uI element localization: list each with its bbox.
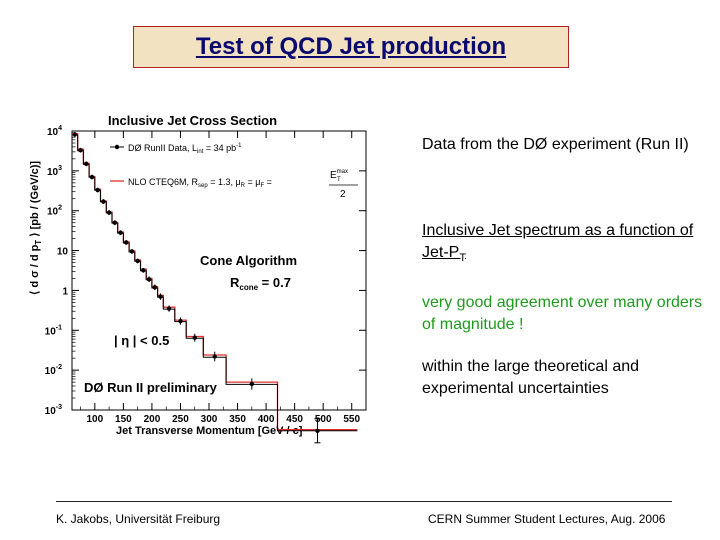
x-tick-label: 450 <box>286 414 303 425</box>
data-point <box>158 294 163 299</box>
x-tick-label: 150 <box>115 414 132 425</box>
y-tick-label: 10-3 <box>45 404 62 417</box>
legend-theory-label: NLO CTEQ6M, Rsep = 1.3, μR = μF = <box>128 177 272 189</box>
y-tick-label: 102 <box>47 205 62 218</box>
bullet-jet-spectrum-text: Inclusive Jet spectrum as a function of … <box>422 222 694 261</box>
data-point <box>118 230 123 235</box>
x-tick-label: 400 <box>258 414 275 425</box>
data-point <box>249 381 255 387</box>
x-tick-label: 250 <box>172 414 189 425</box>
data-point <box>78 147 83 153</box>
rcone-label: Rcone = 0.7 <box>230 275 291 292</box>
x-tick-label: 200 <box>144 414 161 425</box>
data-point <box>89 174 95 180</box>
x-tick-label: 350 <box>229 414 246 425</box>
legend-data-swatch-dot <box>114 144 120 150</box>
data-point <box>129 249 135 254</box>
y-tick-label: 104 <box>47 125 62 138</box>
footer-divider <box>56 501 672 502</box>
bullet-jet-spectrum-sub: T <box>459 252 467 265</box>
y-tick-label: 10-2 <box>45 364 62 377</box>
x-tick-label: 500 <box>315 414 332 425</box>
x-tick-label: 100 <box>86 414 103 425</box>
y-tick-label: 10-1 <box>45 324 62 337</box>
legend-fraction-denominator: 2 <box>340 189 346 200</box>
bullet-data-source: Data from the DØ experiment (Run II) <box>422 136 689 153</box>
chart-panel: 104 103 102 10 1 10-1 10-2 10-3 100 150 200 250 300 3… <box>24 105 388 450</box>
legend-data-label: DØ RunII Data, Lint = 34 pb-1 <box>128 143 242 155</box>
data-point <box>101 199 106 204</box>
preliminary-label: DØ Run II preliminary <box>84 380 218 395</box>
data-point <box>72 132 78 137</box>
data-point <box>315 428 320 434</box>
data-point <box>166 306 172 311</box>
y-tick-label: 103 <box>47 165 62 178</box>
data-point <box>95 187 100 193</box>
plot-area-frame <box>71 130 367 411</box>
data-point <box>84 161 89 167</box>
data-point <box>178 318 183 324</box>
legend-fraction-numerator-sub: T <box>337 177 341 183</box>
eta-cut-label: | η | < 0.5 <box>114 333 169 348</box>
x-tick-label: 550 <box>343 414 360 425</box>
chart-title: Inclusive Jet Cross Section <box>108 113 277 128</box>
data-point <box>124 240 129 245</box>
y-tick-label: 1 <box>62 286 68 297</box>
data-point <box>106 210 112 215</box>
data-step-line <box>72 134 358 432</box>
data-point <box>135 258 140 264</box>
data-point <box>212 354 217 359</box>
data-point <box>192 335 197 340</box>
slide-title: Test of QCD Jet production <box>195 33 507 60</box>
chart-ylabel: ⟨ d σ / d pT ⟩ [pb / (GeV/c)] <box>29 161 43 295</box>
data-point <box>112 220 118 225</box>
cone-algorithm-label: Cone Algorithm <box>200 253 297 268</box>
data-point <box>152 285 157 290</box>
data-point <box>141 268 146 273</box>
slide-title-box: Test of QCD Jet production <box>133 26 569 68</box>
bullet-uncertainties: within the large theoretical and experim… <box>422 358 640 397</box>
legend-fraction-numerator: Emax <box>330 169 348 181</box>
y-tick-label: 10 <box>57 247 69 258</box>
footer-author: K. Jakobs, Universität Freiburg <box>56 512 221 526</box>
chart-xlabel: Jet Transverse Momentum [GeV / c] <box>116 425 303 437</box>
data-point <box>146 277 152 282</box>
bullet-jet-spectrum: Inclusive Jet spectrum as a function of … <box>422 220 714 269</box>
footer-event: CERN Summer Student Lectures, Aug. 2006 <box>428 512 666 526</box>
x-tick-label: 300 <box>201 414 218 425</box>
bullet-agreement: very good agreement over many orders of … <box>422 294 703 333</box>
